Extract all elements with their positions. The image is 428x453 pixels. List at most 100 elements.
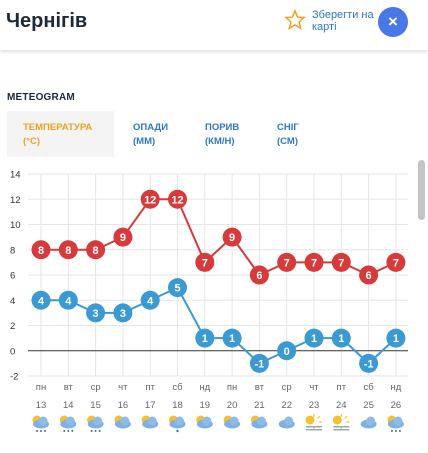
city-title: Чернігів	[6, 10, 88, 32]
x-tick-day: пн	[36, 382, 46, 393]
data-point-1-1	[58, 290, 78, 310]
tab-wind-gust[interactable]: ПОРИВ (КМ/Н)	[205, 111, 265, 157]
cloud-snow-icon	[32, 415, 49, 432]
data-label-0-2: 8	[93, 245, 99, 257]
data-point-0-2	[86, 240, 106, 260]
y-tick-label: 10	[10, 220, 21, 231]
data-point-1-10	[304, 328, 324, 348]
data-point-0-7	[222, 227, 242, 247]
data-point-0-0	[31, 240, 51, 260]
data-point-1-12	[359, 353, 379, 373]
data-label-1-2: 3	[93, 308, 99, 320]
meteogram-title: METEOGRAM	[7, 92, 75, 103]
data-label-0-11: 7	[338, 257, 344, 269]
data-point-0-9	[277, 252, 297, 272]
star-icon[interactable]	[284, 9, 306, 31]
data-label-1-10: 1	[311, 333, 317, 345]
tab-snow-label: СНІГ	[277, 122, 299, 133]
tab-temperature-unit: (°C)	[23, 136, 40, 147]
x-tick-date: 17	[145, 400, 156, 411]
partly-cloudy-icon	[223, 415, 241, 429]
x-tick-date: 26	[391, 400, 402, 411]
data-label-0-4: 12	[144, 194, 156, 206]
data-point-1-11	[331, 328, 351, 348]
tab-precipitation[interactable]: ОПАДИ (ММ)	[133, 111, 193, 157]
data-point-1-8	[249, 353, 269, 373]
x-tick-day: чт	[309, 382, 319, 393]
data-point-0-12	[359, 265, 379, 285]
y-tick-label: 4	[10, 296, 15, 307]
data-point-0-10	[304, 252, 324, 272]
cloud-snow-icon	[387, 415, 404, 432]
tab-snow-unit: (СМ)	[277, 136, 298, 147]
data-point-0-11	[331, 252, 351, 272]
x-tick-day: чт	[118, 382, 128, 393]
y-tick-label: -2	[10, 372, 18, 383]
data-point-0-4	[140, 189, 160, 209]
y-tick-label: 8	[10, 245, 15, 256]
x-tick-day: пт	[337, 382, 347, 393]
x-tick-date: 13	[36, 400, 47, 411]
sun-haze-icon	[305, 414, 322, 431]
data-label-1-3: 3	[120, 308, 126, 320]
save-on-map-link[interactable]: Зберегти на карті	[312, 9, 378, 33]
x-tick-date: 22	[281, 400, 292, 411]
data-label-1-4: 4	[147, 295, 154, 307]
data-label-1-8: -1	[255, 358, 265, 370]
save-label-line1: Зберегти на	[312, 9, 374, 21]
data-label-0-12: 6	[366, 270, 372, 282]
y-tick-label: 0	[10, 346, 15, 357]
data-point-0-3	[113, 227, 133, 247]
x-tick-date: 14	[63, 400, 74, 411]
x-tick-date: 20	[227, 400, 238, 411]
data-point-1-3	[113, 303, 133, 323]
data-label-1-12: -1	[364, 358, 374, 370]
x-tick-date: 23	[309, 400, 320, 411]
data-point-1-4	[140, 290, 160, 310]
x-tick-date: 25	[363, 400, 374, 411]
data-label-0-5: 12	[171, 194, 183, 206]
x-tick-day: нд	[199, 382, 210, 393]
data-point-0-1	[58, 240, 78, 260]
x-tick-date: 18	[172, 400, 183, 411]
scrollbar-thumb[interactable]	[418, 160, 425, 220]
data-point-1-9	[277, 341, 297, 361]
data-label-0-3: 9	[120, 232, 126, 244]
data-point-1-7	[222, 328, 242, 348]
data-label-0-6: 7	[202, 257, 208, 269]
data-label-0-9: 7	[284, 257, 290, 269]
data-label-0-7: 9	[229, 232, 235, 244]
y-tick-label: 12	[10, 195, 21, 206]
data-point-1-13	[386, 328, 406, 348]
meteogram-tabs: ТЕМПЕРАТУРА (°C) ОПАДИ (ММ) ПОРИВ (КМ/Н)…	[7, 111, 408, 157]
tab-wind-gust-label: ПОРИВ	[205, 122, 240, 133]
data-label-0-0: 8	[38, 245, 44, 257]
x-tick-date: 21	[254, 400, 265, 411]
x-tick-day: пт	[145, 382, 155, 393]
y-tick-label: 2	[10, 321, 15, 332]
partly-cloudy-icon	[141, 415, 159, 429]
tab-wind-gust-unit: (КМ/Н)	[205, 136, 235, 147]
data-label-0-10: 7	[311, 257, 317, 269]
data-label-0-13: 7	[393, 257, 399, 269]
data-label-0-1: 8	[65, 245, 71, 257]
y-tick-label: 6	[10, 271, 15, 282]
data-point-0-8	[249, 265, 269, 285]
tab-temperature[interactable]: ТЕМПЕРАТУРА (°C)	[7, 111, 114, 157]
y-tick-label: 14	[10, 170, 21, 181]
cloud-rain-icon	[169, 415, 186, 433]
tab-snow[interactable]: СНІГ (СМ)	[277, 111, 327, 157]
save-label-line2: карті	[312, 21, 337, 33]
cloud-icon	[360, 416, 377, 429]
partly-cloudy-icon	[114, 415, 131, 429]
data-label-1-9: 0	[284, 346, 290, 358]
x-tick-date: 19	[200, 400, 211, 411]
tab-temperature-label: ТЕМПЕРАТУРА	[23, 122, 93, 133]
partly-cloudy-icon	[250, 415, 268, 429]
x-tick-date: 24	[336, 400, 347, 411]
header-bar: Чернігів Зберегти на карті ×	[0, 0, 428, 50]
data-label-1-13: 1	[393, 333, 399, 345]
close-button[interactable]: ×	[378, 7, 408, 37]
data-label-1-7: 1	[229, 333, 235, 345]
